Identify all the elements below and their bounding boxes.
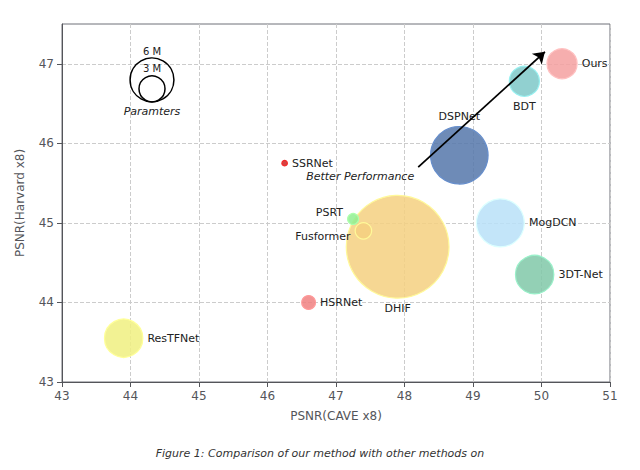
svg-text:ResTFNet: ResTFNet [147, 332, 200, 345]
svg-text:BDT: BDT [513, 100, 536, 113]
svg-text:46: 46 [260, 389, 275, 403]
svg-text:DHIF: DHIF [384, 302, 410, 315]
svg-text:44: 44 [39, 295, 54, 309]
svg-text:Figure 1: Comparison of our me: Figure 1: Comparison of our method with … [156, 447, 485, 460]
svg-text:SSRNet: SSRNet [292, 157, 334, 170]
svg-text:45: 45 [39, 216, 54, 230]
svg-text:43: 43 [39, 375, 54, 389]
svg-text:MogDCN: MogDCN [529, 216, 577, 229]
svg-text:PSNR(Harvard x8): PSNR(Harvard x8) [13, 149, 27, 257]
svg-text:50: 50 [534, 389, 549, 403]
svg-text:Fusformer: Fusformer [295, 230, 351, 243]
svg-text:47: 47 [39, 57, 54, 71]
svg-text:HSRNet: HSRNet [320, 296, 363, 309]
svg-text:Ours: Ours [582, 57, 608, 70]
svg-text:Paramters: Paramters [124, 105, 181, 118]
svg-text:6 M: 6 M [143, 46, 161, 57]
svg-text:49: 49 [465, 389, 480, 403]
svg-text:48: 48 [397, 389, 412, 403]
svg-text:PSRT: PSRT [316, 206, 343, 219]
svg-text:46: 46 [39, 136, 54, 150]
svg-text:47: 47 [328, 389, 343, 403]
svg-text:44: 44 [123, 389, 138, 403]
svg-text:43: 43 [54, 389, 69, 403]
svg-text:3 M: 3 M [143, 63, 161, 74]
svg-text:51: 51 [602, 389, 617, 403]
svg-text:45: 45 [191, 389, 206, 403]
svg-text:PSNR(CAVE x8): PSNR(CAVE x8) [290, 409, 382, 423]
svg-text:DSPNet: DSPNet [438, 109, 480, 123]
svg-text:3DT-Net: 3DT-Net [558, 268, 603, 281]
svg-text:Better Performance: Better Performance [306, 170, 414, 183]
